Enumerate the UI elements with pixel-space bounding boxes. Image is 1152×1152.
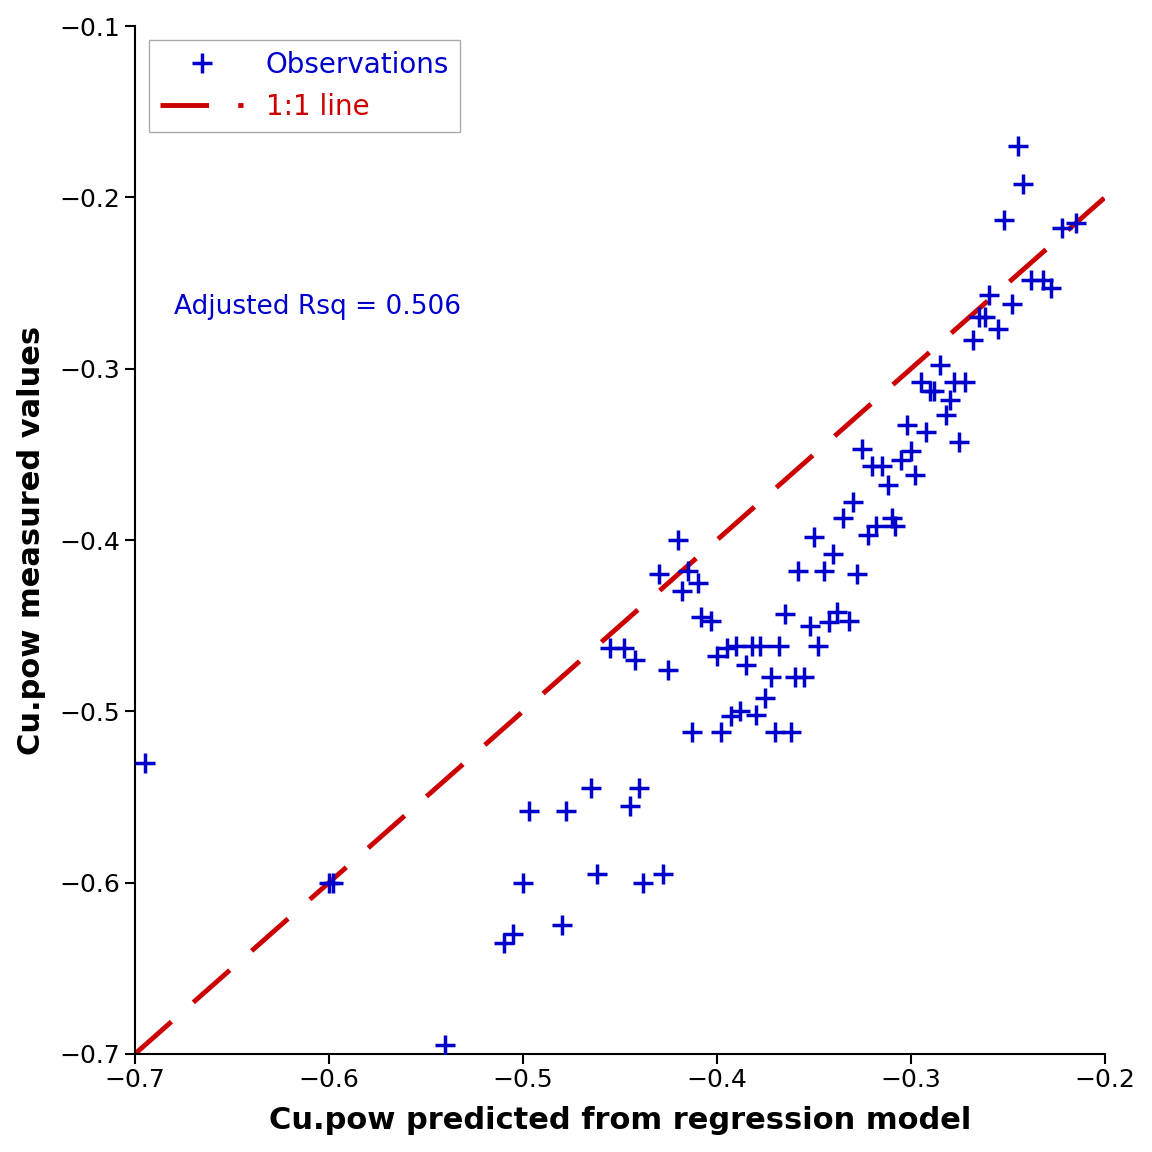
Legend: Observations, 1:1 line: Observations, 1:1 line (149, 40, 460, 132)
Text: Adjusted Rsq = 0.506: Adjusted Rsq = 0.506 (174, 294, 461, 320)
Y-axis label: Cu.pow measured values: Cu.pow measured values (16, 326, 46, 755)
X-axis label: Cu.pow predicted from regression model: Cu.pow predicted from regression model (268, 1106, 971, 1136)
